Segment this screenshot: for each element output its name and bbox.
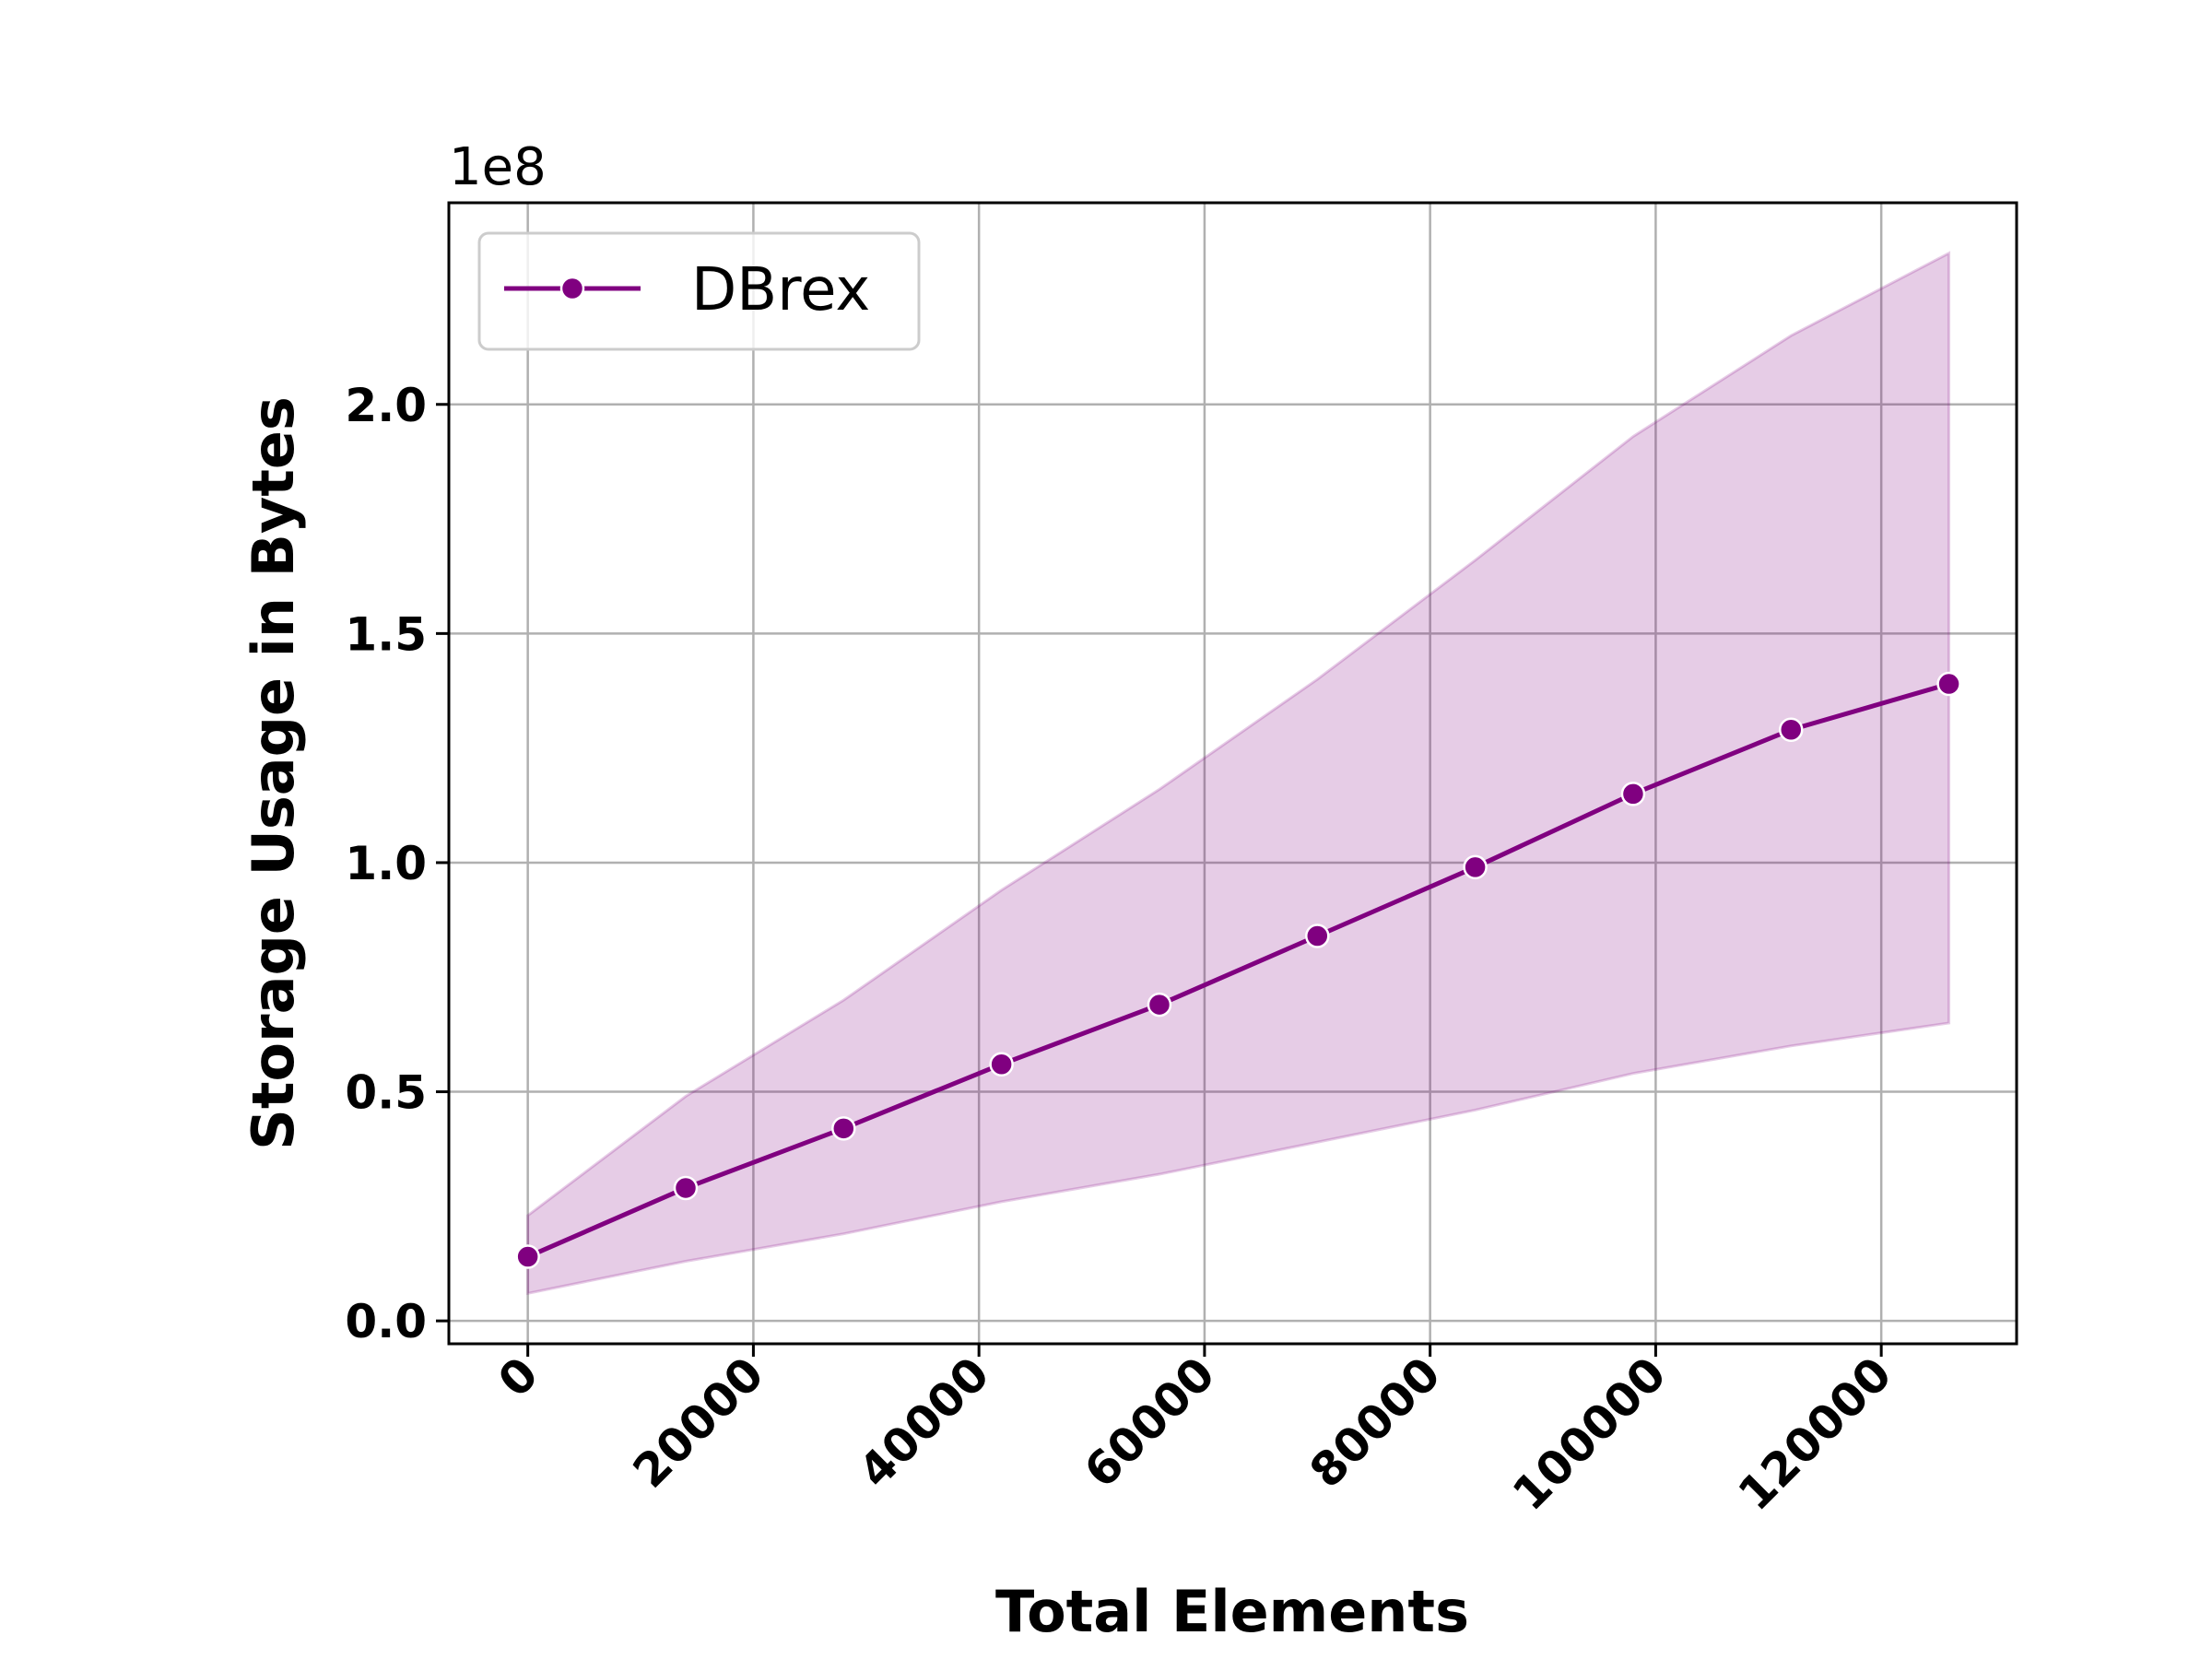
- series-line: [526, 681, 1950, 1259]
- x-axis-ticks: 0 20000 40000 60000 80000 100000 120000: [488, 1344, 1902, 1521]
- plot-frame: [447, 201, 2018, 1346]
- legend: DBrex: [477, 231, 921, 351]
- data-point: [1779, 717, 1804, 743]
- legend-box: [477, 231, 921, 351]
- x-tick-label: 100000: [1502, 1347, 1677, 1521]
- data-point: [1147, 992, 1172, 1018]
- data-point: [1305, 924, 1330, 948]
- confidence-band: [526, 251, 1951, 1296]
- data-point: [673, 1175, 699, 1201]
- data-point: [515, 1244, 540, 1269]
- x-tick-label: 120000: [1728, 1347, 1902, 1521]
- y-offset-label: 1e8: [449, 137, 547, 197]
- data-point: [989, 1052, 1014, 1077]
- y-tick-label: 2.0: [345, 379, 427, 432]
- y-tick-label: 1.5: [345, 607, 427, 661]
- data-point: [831, 1116, 856, 1141]
- y-tick-label: 0.0: [345, 1295, 427, 1348]
- data-point: [1936, 671, 1961, 697]
- plot-area: [449, 203, 2017, 1344]
- data-point: [1463, 854, 1488, 880]
- confidence-band-layer: [526, 251, 1951, 1296]
- x-axis-label: Total Elements: [995, 1578, 1469, 1645]
- y-axis-ticks: 0.0 0.5 1.0 1.5 2.0: [345, 379, 449, 1348]
- x-tick-label: 0: [488, 1347, 549, 1407]
- x-tick-label: 20000: [623, 1347, 774, 1498]
- x-tick-label: 60000: [1074, 1347, 1225, 1498]
- y-tick-label: 1.0: [345, 837, 427, 890]
- data-point: [1620, 782, 1646, 806]
- grid: [449, 203, 2017, 1344]
- series-points-layer: [515, 671, 1961, 1269]
- series-line-layer: [526, 681, 1950, 1259]
- legend-label: DBrex: [691, 256, 870, 324]
- y-tick-label: 0.5: [345, 1066, 427, 1120]
- legend-marker-swatch: [559, 276, 585, 301]
- y-axis-label: Storage Usage in Bytes: [240, 396, 307, 1150]
- x-tick-label: 40000: [849, 1347, 1000, 1498]
- x-tick-label: 80000: [1300, 1347, 1451, 1498]
